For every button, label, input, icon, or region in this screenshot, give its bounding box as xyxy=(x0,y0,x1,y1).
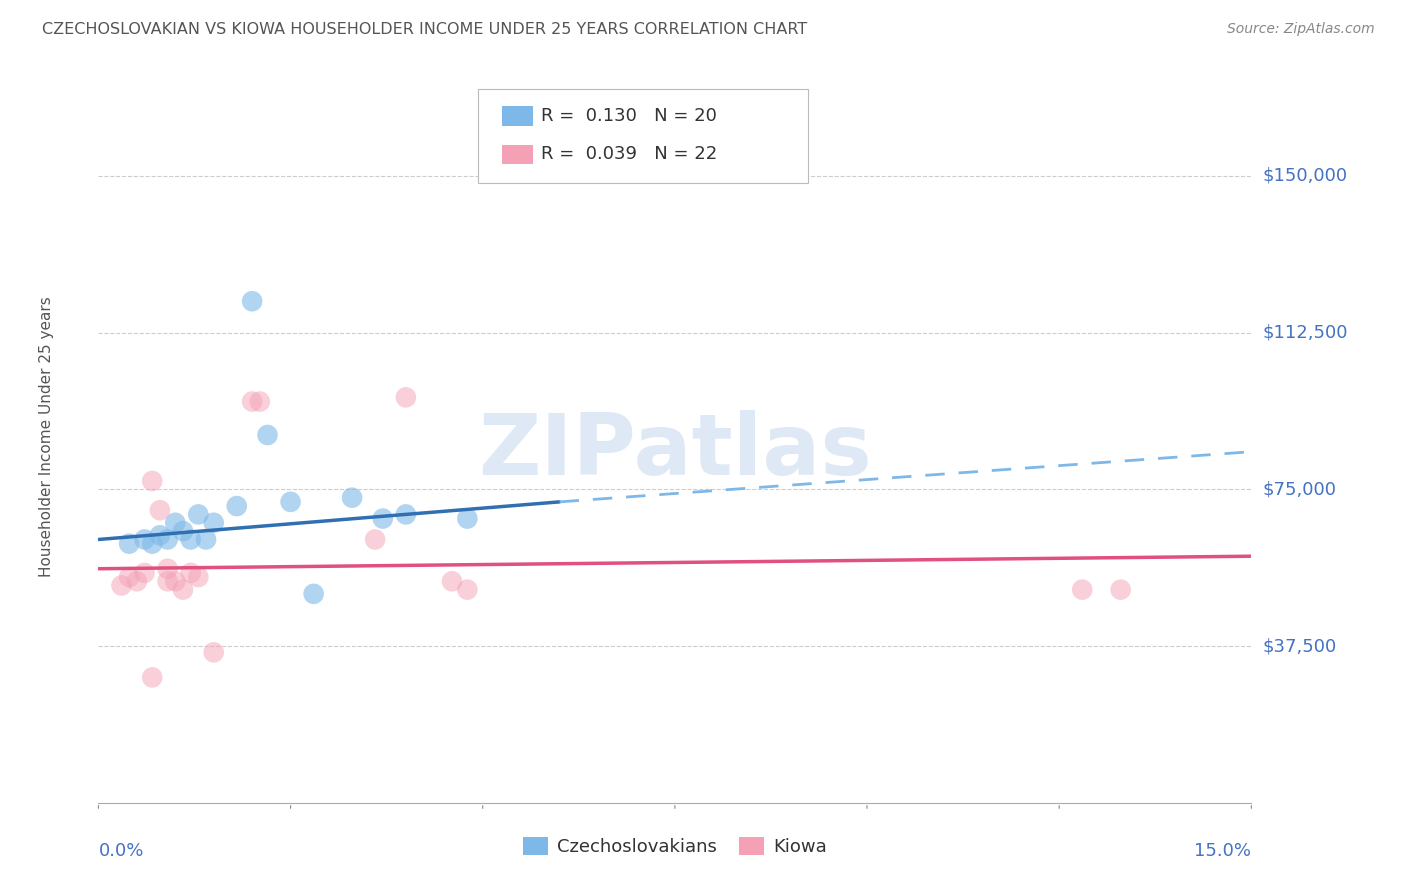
Point xyxy=(256,428,278,442)
Point xyxy=(187,508,209,522)
Point xyxy=(187,570,209,584)
Point xyxy=(134,533,156,547)
Text: Source: ZipAtlas.com: Source: ZipAtlas.com xyxy=(1227,22,1375,37)
Point xyxy=(156,574,179,589)
Point xyxy=(149,528,172,542)
Point xyxy=(118,536,141,550)
Point xyxy=(134,566,156,580)
Point xyxy=(110,578,132,592)
Point xyxy=(249,394,271,409)
Point xyxy=(302,587,325,601)
Point xyxy=(371,511,394,525)
Point xyxy=(456,582,478,597)
Point xyxy=(172,582,194,597)
Point xyxy=(456,511,478,525)
Point xyxy=(195,533,218,547)
Text: Householder Income Under 25 years: Householder Income Under 25 years xyxy=(39,297,53,577)
Point xyxy=(240,294,263,309)
Point xyxy=(156,533,179,547)
Point xyxy=(440,574,463,589)
Point xyxy=(1109,582,1132,597)
Point xyxy=(395,508,418,522)
Text: ZIPatlas: ZIPatlas xyxy=(478,410,872,493)
Point xyxy=(340,491,363,505)
Point xyxy=(364,533,387,547)
Text: CZECHOSLOVAKIAN VS KIOWA HOUSEHOLDER INCOME UNDER 25 YEARS CORRELATION CHART: CZECHOSLOVAKIAN VS KIOWA HOUSEHOLDER INC… xyxy=(42,22,807,37)
Text: $112,500: $112,500 xyxy=(1263,324,1348,342)
Point xyxy=(118,570,141,584)
Point xyxy=(165,516,187,530)
Point xyxy=(165,574,187,589)
Point xyxy=(141,536,163,550)
Point xyxy=(141,474,163,488)
Text: $150,000: $150,000 xyxy=(1263,167,1347,185)
Point xyxy=(1071,582,1094,597)
Point xyxy=(225,499,247,513)
Point xyxy=(395,390,418,404)
Point xyxy=(180,533,202,547)
Text: 0.0%: 0.0% xyxy=(98,842,143,860)
Text: R =  0.039   N = 22: R = 0.039 N = 22 xyxy=(541,145,717,163)
Point xyxy=(202,516,225,530)
Point xyxy=(202,645,225,659)
Text: 15.0%: 15.0% xyxy=(1194,842,1251,860)
Point xyxy=(149,503,172,517)
Point xyxy=(280,495,302,509)
Text: $75,000: $75,000 xyxy=(1263,480,1337,499)
Text: $37,500: $37,500 xyxy=(1263,637,1337,655)
Text: R =  0.130   N = 20: R = 0.130 N = 20 xyxy=(541,107,717,125)
Legend: Czechoslovakians, Kiowa: Czechoslovakians, Kiowa xyxy=(516,830,834,863)
Point xyxy=(156,562,179,576)
Point xyxy=(240,394,263,409)
Point xyxy=(180,566,202,580)
Point xyxy=(141,670,163,684)
Point xyxy=(125,574,148,589)
Point xyxy=(172,524,194,538)
